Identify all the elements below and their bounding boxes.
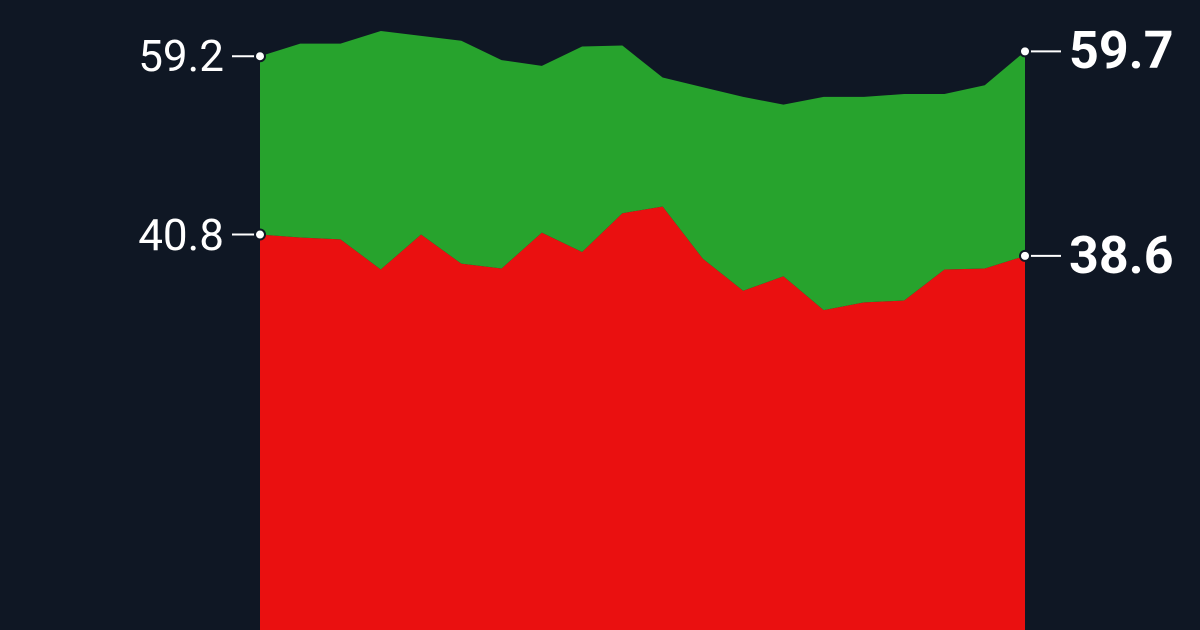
endpoint-marker [1020,251,1030,261]
endpoint-marker [255,51,265,61]
endpoint-marker [1020,46,1030,56]
left-bottom-value: 40.8 [138,213,224,257]
chart-canvas [0,0,1200,630]
left-top-value: 59.2 [138,34,224,78]
right-bottom-value: 38.6 [1069,230,1174,282]
area-chart: 59.2 40.8 59.7 38.6 [0,0,1200,630]
right-top-value: 59.7 [1069,25,1174,77]
endpoint-marker [255,230,265,240]
